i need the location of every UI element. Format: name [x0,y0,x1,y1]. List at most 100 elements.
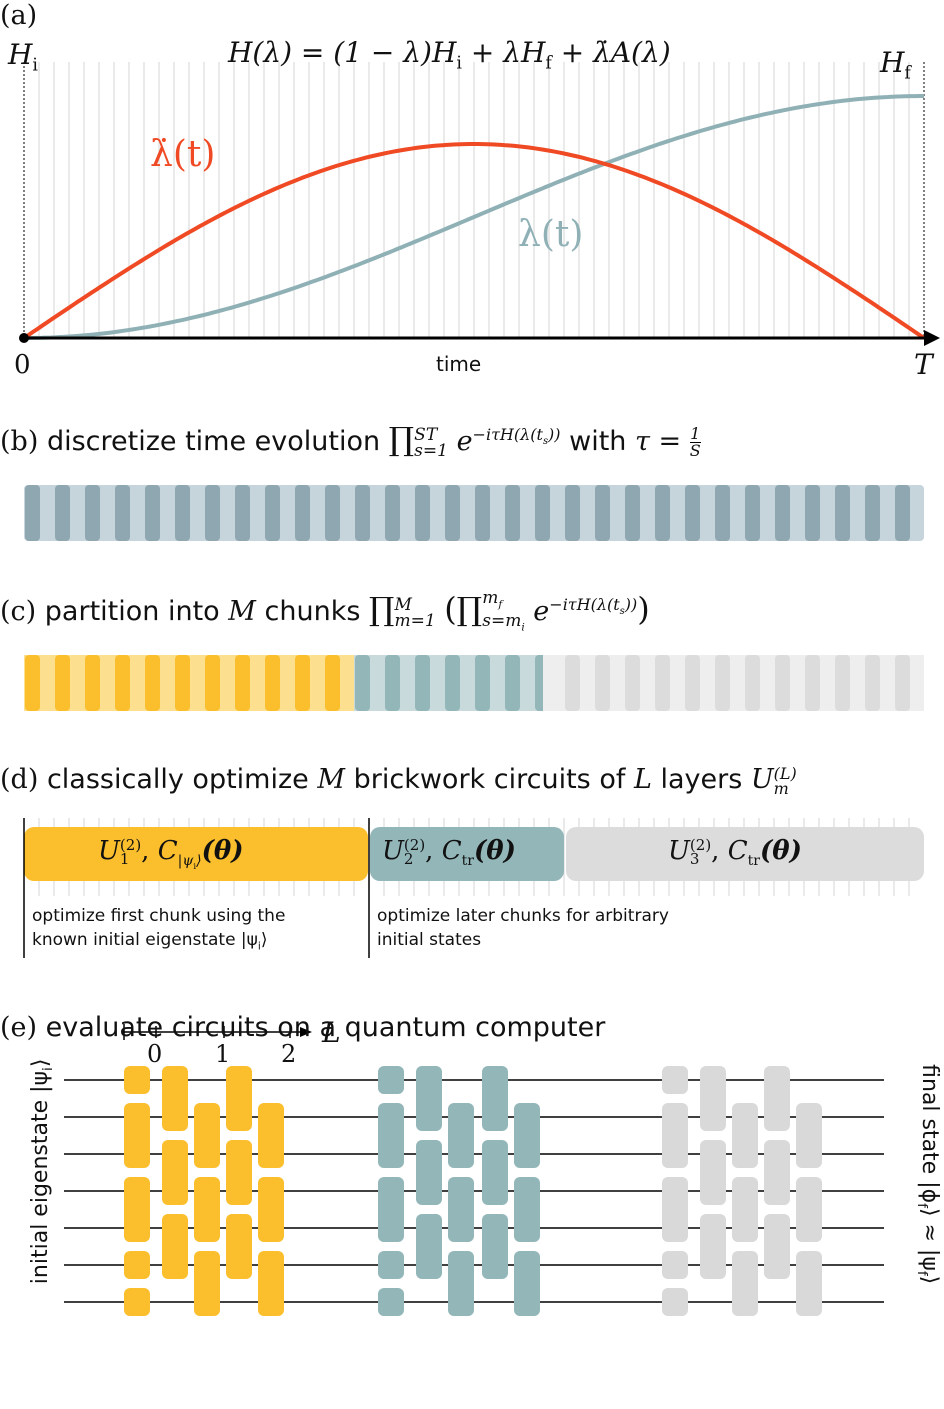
time-axis-label: time [436,352,482,376]
h-final-label: Hf [880,46,911,84]
two-qubit-gate [226,1214,252,1279]
brickwork-gates [124,1066,822,1316]
two-qubit-gate [162,1140,188,1205]
time-step-brick [295,485,310,541]
initial-eigenstate-label: initial eigenstate |ψi⟩ [27,1058,57,1285]
partitioned-chunks-bar [24,655,924,711]
two-qubit-gate [514,1251,540,1316]
chunk-step-brick [715,655,730,711]
block-1-label: U(2) 1, C|ψi⟩(θ) [98,836,244,872]
two-qubit-gate [378,1251,404,1279]
layer-tick-label-1: 1 [215,1040,231,1068]
time-step-brick [175,485,190,541]
two-qubit-gate [194,1103,220,1168]
time-step-brick [355,485,370,541]
time-step-brick [625,485,640,541]
panel-c-title: (c) partition into M chunks ∏M m=1 (∏mf s=… [0,588,650,633]
chunk-step-brick [865,655,880,711]
chunk-step-brick [205,655,220,711]
chunk-block-1 [24,827,368,881]
time-step-brick [505,485,520,541]
two-qubit-gate [124,1177,150,1242]
layer-tick-label-2: 2 [281,1040,297,1068]
two-qubit-gate [482,1140,508,1205]
edge-gate [662,1066,688,1094]
layer-axis-arrow-icon [300,1027,312,1037]
time-step-brick [205,485,220,541]
chunk-step-brick [235,655,250,711]
two-qubit-gate [416,1066,442,1131]
time-step-brick [715,485,730,541]
two-qubit-gate [448,1177,474,1242]
hamiltonian-formula: H(λ) = (1 − λ)Hi + λHf + λ̇A(λ) [228,36,671,74]
grid-lines-a [38,62,910,338]
two-qubit-gate [194,1177,220,1242]
layer-axis-label: L [322,1016,341,1049]
chunk-step-brick [115,655,130,711]
chunk-block-3 [566,827,924,881]
block-2-label: U(2) 2, Ctr(θ) [382,836,516,870]
time-start-label: 0 [14,350,31,380]
edge-gate [124,1066,150,1094]
two-qubit-gate [226,1140,252,1205]
chunk-step-brick [475,655,490,711]
two-qubit-gate [764,1066,790,1131]
chunk-step-brick [25,655,40,711]
h-initial-label: Hi [8,38,38,76]
two-qubit-gate [416,1214,442,1279]
two-qubit-gate [124,1103,150,1168]
two-qubit-gate [448,1251,474,1316]
two-qubit-gate [700,1066,726,1131]
time-step-brick [325,485,340,541]
two-qubit-gate [378,1177,404,1242]
two-qubit-gate [448,1103,474,1168]
two-qubit-gate [194,1251,220,1316]
two-qubit-gate [732,1251,758,1316]
time-step-brick [595,485,610,541]
note-first-chunk: optimize first chunk using the known ini… [32,906,286,953]
chunk-step-brick [805,655,820,711]
chunk-step-brick [835,655,850,711]
lambda-dot-curve [22,142,926,340]
panel-d-title: (d) classically optimize M brickwork cir… [0,763,797,798]
time-step-brick [835,485,850,541]
time-step-brick [805,485,820,541]
two-qubit-gate [700,1214,726,1279]
time-axis-arrow-icon [924,330,940,346]
chunk-step-brick [745,655,760,711]
time-step-brick [565,485,580,541]
time-step-brick [775,485,790,541]
chunk-step-brick [145,655,160,711]
discretized-steps-bar [24,485,924,541]
two-qubit-gate [662,1251,688,1279]
time-step-brick [145,485,160,541]
time-step-brick [865,485,880,541]
panel-b-title: (b) discretize time evolution ∏ST s=1 e−i… [0,420,701,461]
edge-gate [662,1288,688,1316]
two-qubit-gate [514,1177,540,1242]
time-step-brick [235,485,250,541]
time-step-brick [85,485,100,541]
time-step-brick [745,485,760,541]
two-qubit-gate [796,1251,822,1316]
two-qubit-gate [258,1177,284,1242]
two-qubit-gate [662,1103,688,1168]
chunk-step-brick [685,655,700,711]
chunk-step-brick [445,655,460,711]
two-qubit-gate [796,1177,822,1242]
chunk-block-2 [370,827,564,881]
panel-a-label: (a) [0,0,38,31]
edge-gate [378,1288,404,1316]
chunk-step-brick [775,655,790,711]
two-qubit-gate [482,1214,508,1279]
two-qubit-gate [732,1177,758,1242]
note-later-chunks: optimize later chunks for arbitrary init… [377,906,669,950]
time-step-brick [535,485,550,541]
two-qubit-gate [226,1066,252,1131]
chunk-step-brick [385,655,400,711]
two-qubit-gate [482,1066,508,1131]
chunk-step-brick [175,655,190,711]
edge-gate [124,1288,150,1316]
two-qubit-gate [796,1103,822,1168]
two-qubit-gate [258,1251,284,1316]
